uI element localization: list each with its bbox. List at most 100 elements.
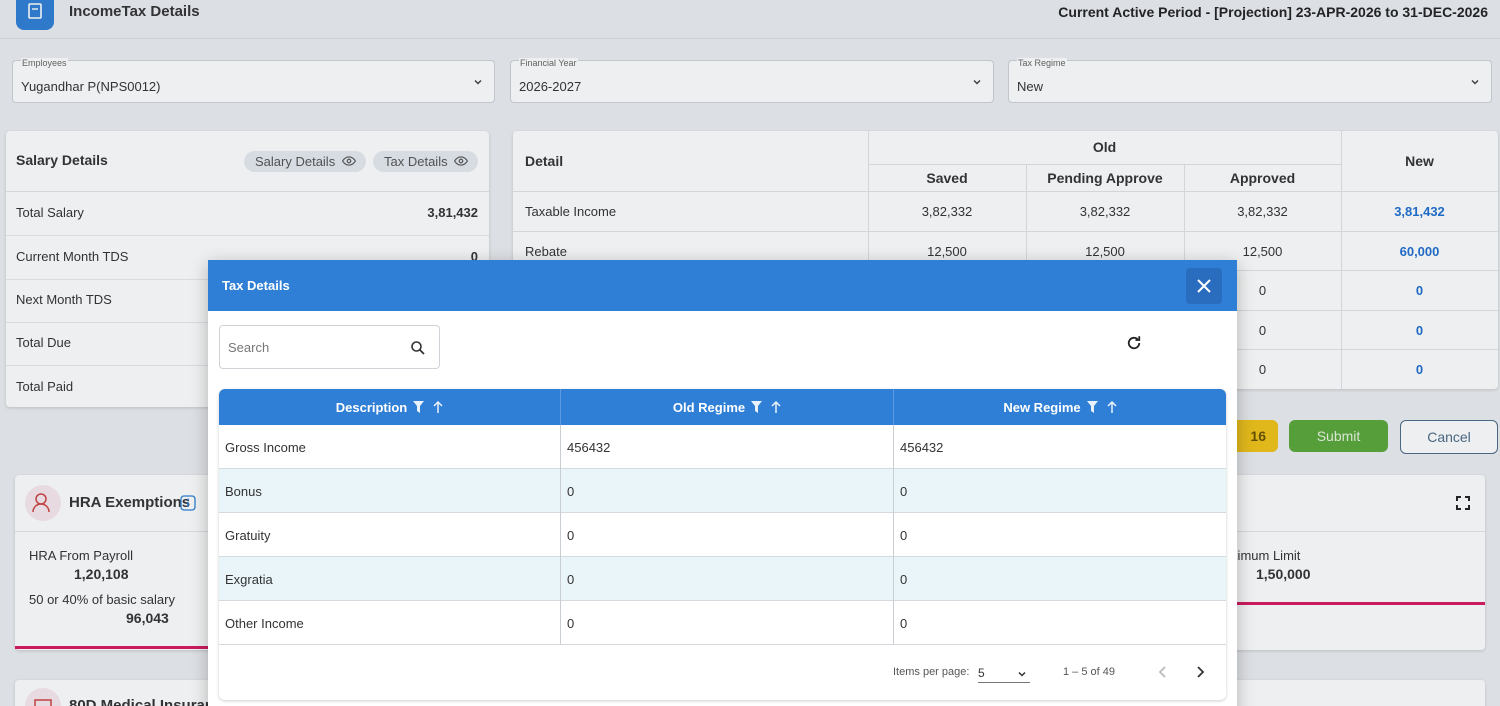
item-label: 50 or 40% of basic salary: [29, 592, 175, 607]
header-divider: [0, 38, 1500, 39]
filter-sort-icons[interactable]: [1086, 401, 1117, 413]
modal-header: Tax Details: [208, 260, 1237, 311]
dropdown-arrow: [1469, 75, 1481, 93]
cell: 60,000: [1399, 243, 1440, 259]
row-value: 3,81,432: [427, 205, 478, 220]
column-header[interactable]: Description: [219, 389, 560, 425]
dropdown-arrow: [971, 75, 983, 93]
grid-line: [868, 164, 1341, 165]
cell: 12,500: [927, 243, 967, 259]
grid-line: [513, 230, 1498, 232]
submit-button[interactable]: Submit: [1289, 420, 1388, 452]
cell: 3,81,432: [1394, 204, 1445, 219]
table-row: Gratuity 0 0: [219, 513, 1226, 557]
grid-line: [1341, 131, 1342, 389]
filter-value: 2026-2027: [519, 79, 582, 94]
active-period: Current Active Period - [Projection] 23-…: [1058, 4, 1488, 20]
item-value: 1,50,000: [1256, 566, 1311, 582]
table-header: Description Old Regime New Regime: [219, 389, 1226, 425]
column-header[interactable]: Old Regime: [560, 389, 893, 425]
info-icon[interactable]: [180, 495, 196, 516]
table-cell: Exgratia: [225, 572, 273, 587]
cell: 12,500: [1242, 243, 1283, 259]
cell: 3,82,332: [1237, 204, 1288, 219]
cell: 0: [1415, 283, 1424, 298]
table-cell: 0: [560, 557, 893, 601]
cell: Taxable Income: [525, 204, 617, 219]
table-cell: Gross Income: [225, 440, 306, 455]
filter-select[interactable]: Financial Year 2026-2027: [510, 58, 994, 103]
filter-sort-icons[interactable]: [413, 401, 443, 413]
cell: 0: [1415, 362, 1424, 377]
filter-select[interactable]: Employees Yugandhar P(NPS0012): [12, 58, 495, 103]
button-label: 16: [1250, 428, 1266, 444]
filter-label: Financial Year: [519, 58, 578, 68]
row-value: 0: [470, 249, 478, 264]
search-placeholder: Search: [228, 340, 270, 355]
cell: 0: [1258, 362, 1267, 377]
cell: 0: [1258, 322, 1267, 338]
item-label: HRA From Payroll: [29, 548, 134, 563]
page-size-select[interactable]: 5: [978, 661, 1030, 683]
filter-label: Employees: [21, 58, 68, 68]
table-cell: 0: [560, 601, 893, 645]
table-cell: 0: [893, 469, 1226, 513]
cell: 0: [1415, 322, 1424, 338]
card-title: HRA Exemptions: [69, 494, 191, 511]
row-divider: [6, 235, 489, 236]
header-cell: Old: [1092, 139, 1117, 155]
table-row: Bonus 0 0: [219, 469, 1226, 513]
refresh-button[interactable]: [1125, 334, 1143, 357]
table-cell: 0: [560, 513, 893, 557]
paginator-label: Items per page:: [893, 666, 970, 678]
row-label: Total Due: [16, 335, 71, 350]
app-icon: [16, 0, 54, 30]
table-row: Gross Income 456432 456432: [219, 425, 1226, 469]
cell: 3,82,332: [921, 204, 973, 219]
filter-value: Yugandhar P(NPS0012): [21, 79, 161, 94]
cell: 12,500: [1085, 243, 1125, 259]
table-cell: Gratuity: [225, 528, 271, 543]
cell: 3,82,332: [1079, 204, 1131, 219]
dropdown-arrow: [472, 75, 484, 93]
table-cell: 456432: [893, 425, 1226, 469]
cell: 0: [1258, 283, 1267, 298]
button-label: Submit: [1316, 428, 1361, 444]
eye-icon: [341, 154, 357, 173]
item-value: 96,043: [126, 610, 169, 626]
header-cell: Pending Approve: [1047, 170, 1163, 186]
button-label: Cancel: [1427, 429, 1471, 445]
button-label: Salary Details: [255, 154, 336, 169]
search-icon: [410, 340, 426, 361]
expand-icon[interactable]: [1456, 496, 1470, 515]
table-row: Other Income 0 0: [219, 601, 1226, 645]
filter-label: Tax Regime: [1017, 58, 1067, 68]
header-label: Description: [335, 399, 408, 415]
header-cell: Detail: [525, 153, 564, 169]
row-label: Total Paid: [16, 379, 74, 394]
modal-title: Tax Details: [222, 278, 290, 293]
header-cell: Saved: [926, 170, 968, 186]
card-title: 80D Medical Insurance: [69, 697, 231, 706]
search-input[interactable]: Search: [219, 325, 440, 369]
filter-value: New: [1017, 79, 1044, 94]
table-cell: 456432: [560, 425, 893, 469]
table-cell: 0: [893, 513, 1226, 557]
header-cell: New: [1405, 153, 1434, 169]
next-page[interactable]: [1193, 665, 1207, 684]
prev-page[interactable]: [1156, 665, 1170, 684]
column-header[interactable]: New Regime: [893, 389, 1226, 425]
filter-select[interactable]: Tax Regime New: [1008, 58, 1492, 103]
row-label: Next Month TDS: [16, 292, 112, 307]
row-label: Current Month TDS: [16, 249, 129, 264]
toggle-button[interactable]: Salary Details: [244, 151, 366, 172]
cell: Rebate: [525, 243, 567, 259]
filter-sort-icons[interactable]: [751, 401, 781, 413]
table-row: Exgratia 0 0: [219, 557, 1226, 601]
close-button[interactable]: [1186, 268, 1222, 304]
cancel-button[interactable]: Cancel: [1400, 420, 1498, 454]
toggle-button[interactable]: Tax Details: [373, 151, 478, 172]
button-label: Tax Details: [384, 154, 448, 169]
table-cell: 0: [560, 469, 893, 513]
header-label: Old Regime: [672, 399, 746, 415]
